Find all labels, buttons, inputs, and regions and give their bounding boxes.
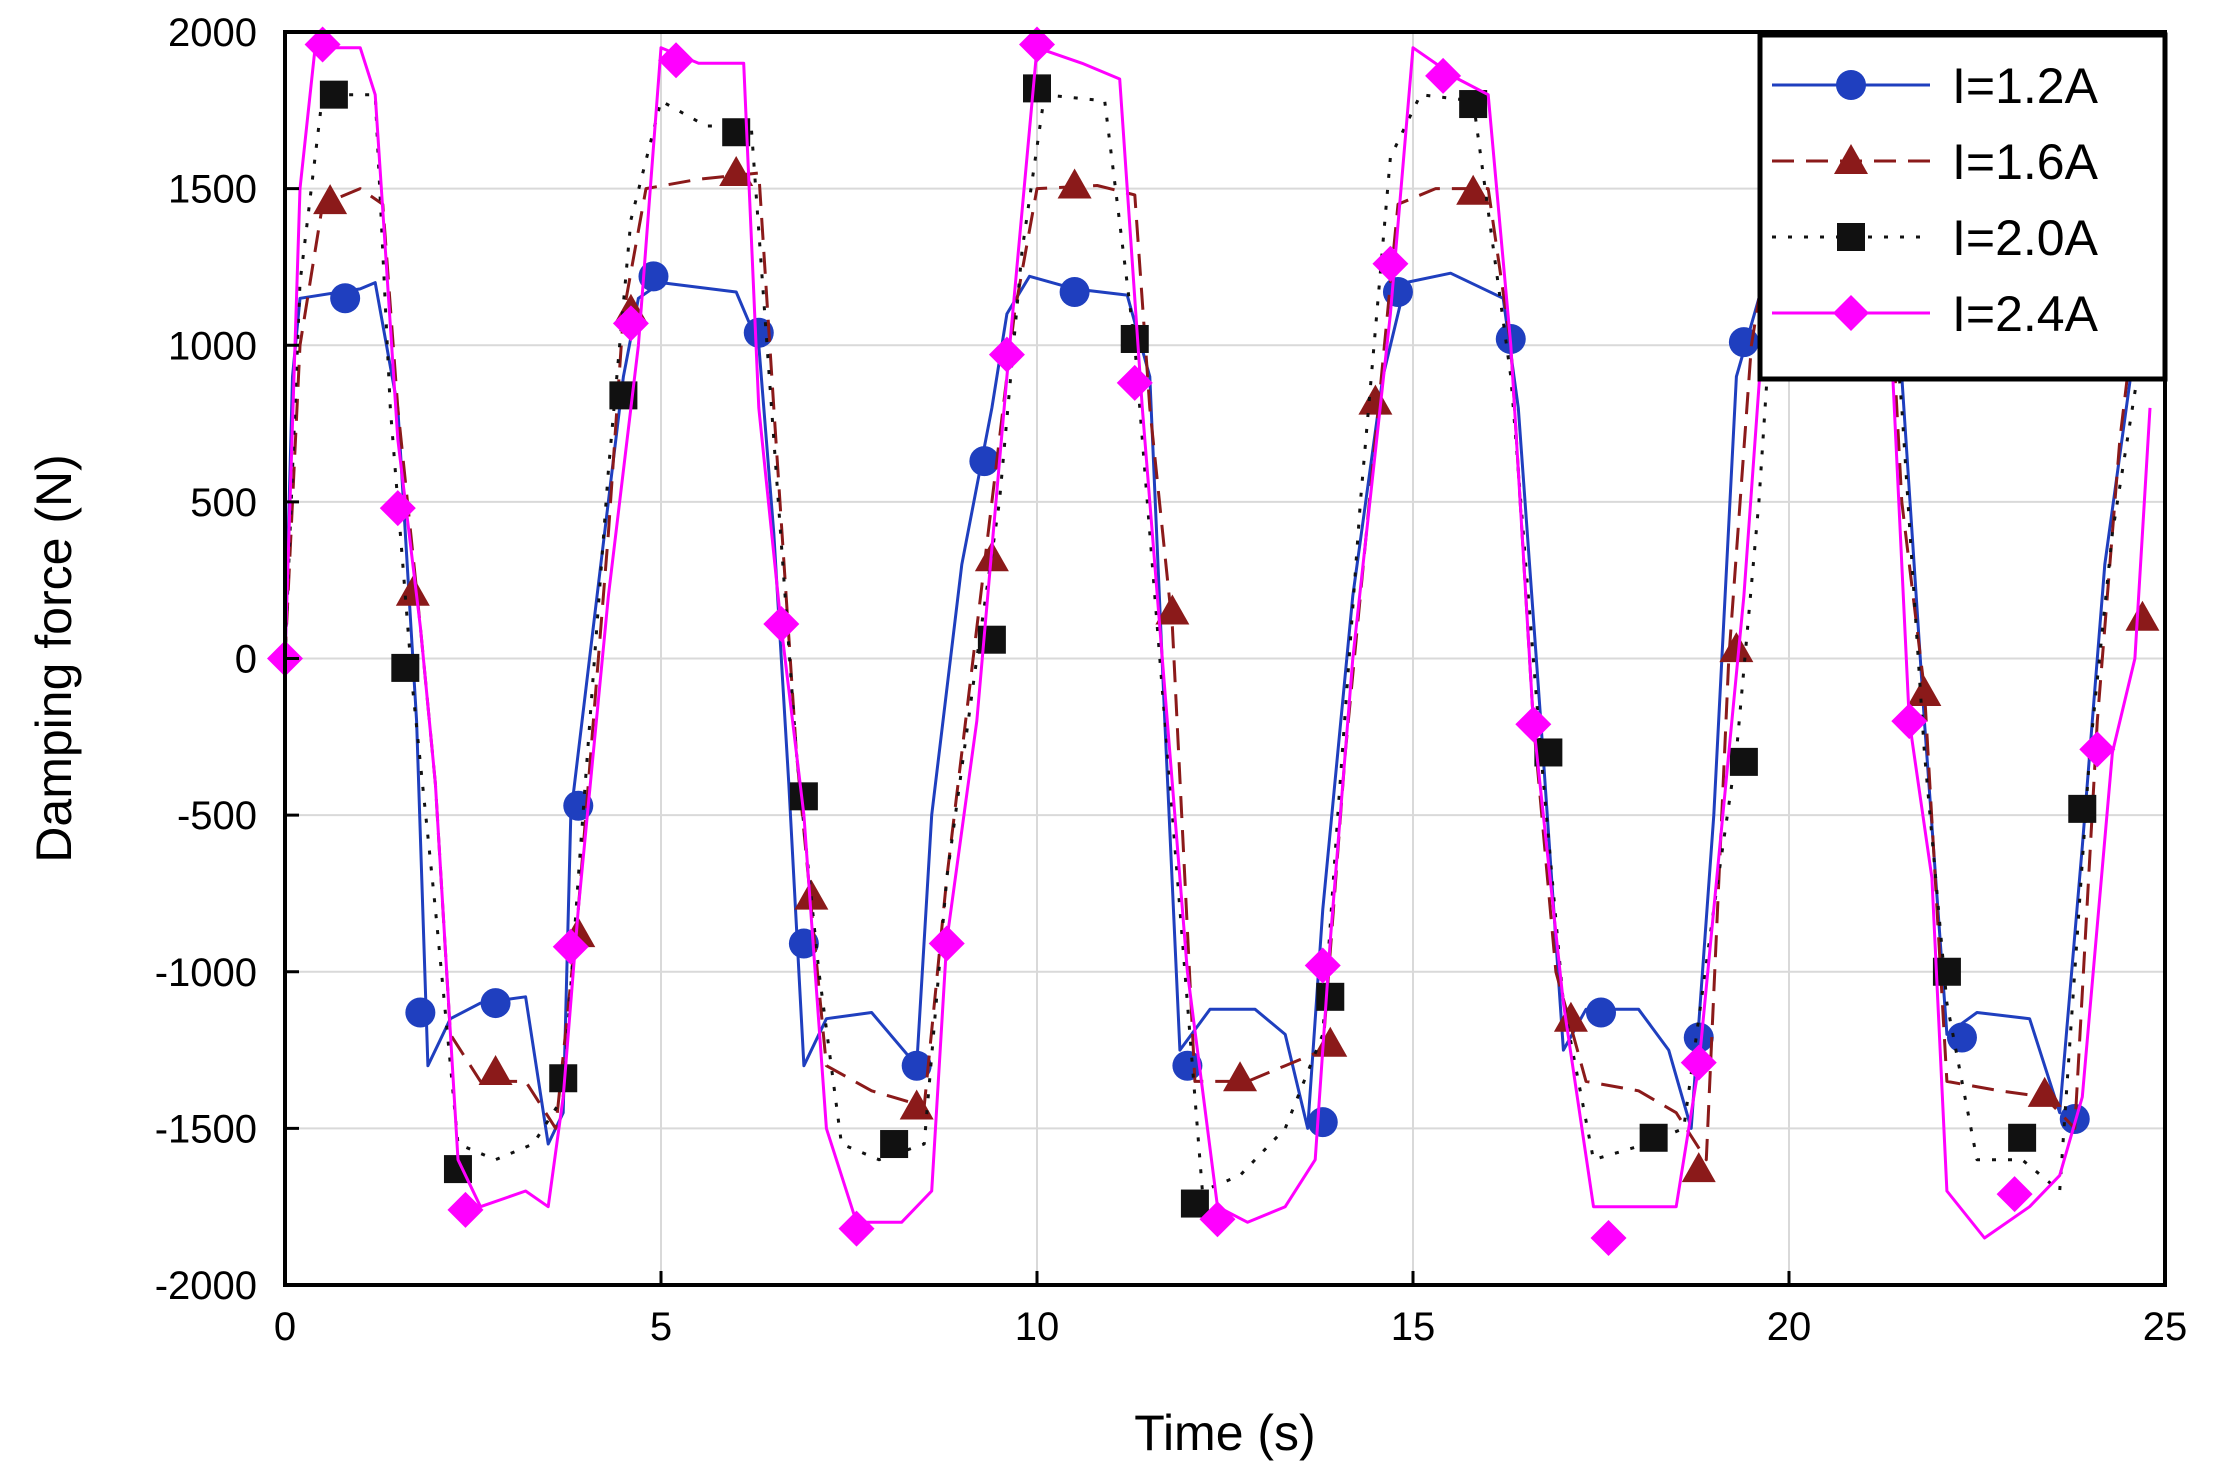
x-tick-label: 0 [274,1305,296,1349]
y-tick-label: 2000 [168,11,257,55]
data-point [1023,74,1051,103]
data-point [478,1054,513,1085]
legend-label: I=1.6A [1952,134,2099,190]
data-point [794,879,829,910]
data-point [988,336,1025,373]
data-point [319,80,348,109]
data-point [2079,731,2116,768]
data-point [1059,276,1090,307]
data-point [763,606,800,643]
data-point [880,1130,909,1159]
x-tick-label: 15 [1391,1305,1436,1349]
x-tick-label: 10 [1015,1305,1060,1349]
data-point [1307,1107,1338,1138]
legend: I=1.2A I=1.6A I=2.0A I=2.4A [1757,32,2168,382]
data-point [1728,327,1759,358]
data-point [899,1089,934,1120]
data-point [1683,1022,1714,1053]
y-tick-label: 1500 [168,168,257,212]
y-tick-label: 500 [190,481,257,525]
data-point [1729,747,1758,776]
data-point [313,184,348,215]
data-point [838,1210,875,1247]
data-point [379,490,416,527]
y-tick-label: -1500 [155,1107,257,1151]
x-tick-label: 20 [1767,1305,1812,1349]
data-point [969,446,1000,477]
data-point [1459,90,1488,119]
data-point [1515,706,1552,743]
data-point [638,261,669,292]
data-point [1304,947,1341,984]
data-point [1019,26,1055,63]
legend-box [1757,32,2168,382]
data-point [1590,1220,1627,1257]
data-point [1907,675,1942,706]
data-point [1358,384,1393,415]
data-point [2068,794,2097,823]
data-point [1180,1189,1209,1218]
data-point [1116,364,1153,401]
y-tick-label: -1000 [155,951,257,995]
series-I=1.2A [283,261,2150,1146]
data-point [1057,168,1092,199]
data-point [658,42,695,79]
data-point [612,305,649,342]
legend-marker [1836,70,1866,100]
data-point [1199,1201,1236,1238]
data-point [1425,57,1462,94]
data-point [1681,1152,1716,1183]
legend-marker [1833,295,1869,331]
data-point [1680,1044,1717,1081]
data-point [1946,1022,1977,1053]
data-point [395,575,430,606]
data-point [1639,1123,1668,1152]
data-point [1372,245,1409,282]
legend-label: I=1.2A [1952,58,2099,114]
data-point [1155,594,1190,625]
series-line [283,271,2137,1146]
data-point [1316,982,1345,1011]
data-point [1996,1176,2033,1213]
data-point [480,988,511,1019]
data-point [1456,174,1491,205]
data-point [447,1191,484,1228]
y-tick-label: -2000 [155,1264,257,1308]
data-point [2125,600,2160,631]
data-point [1719,632,1754,663]
legend-label: I=2.4A [1952,286,2099,342]
data-point [330,283,361,314]
data-point [901,1050,932,1081]
data-point [2008,1123,2037,1152]
legend-marker [1837,223,1865,251]
y-tick-label: 1000 [168,324,257,368]
data-point [1586,997,1616,1028]
legend-label: I=2.0A [1952,210,2099,266]
data-point [928,925,965,962]
data-point [552,928,589,965]
data-point [304,26,341,63]
y-tick-label: 0 [235,638,257,682]
data-point [719,155,754,186]
x-axis-title: Time (s) [1134,1405,1315,1461]
data-point [405,997,436,1028]
data-point [1313,1026,1348,1057]
data-point [1223,1061,1258,1092]
data-point [391,653,420,682]
y-axis-title: Damping force (N) [26,454,82,862]
x-tick-label: 25 [2143,1305,2188,1349]
data-point [1891,703,1928,740]
data-point [1120,324,1149,353]
series-I=2.4A [267,26,2152,1257]
data-point [1553,1001,1588,1032]
legend-marker [1834,144,1868,174]
y-tick-label: -500 [177,794,257,838]
data-point [2027,1076,2062,1107]
x-tick-label: 5 [650,1305,672,1349]
axis-layer: 0 5 10 15 20 25 -2000 -1500 -1000 -500 0 500 1000 150… [155,11,2188,1349]
